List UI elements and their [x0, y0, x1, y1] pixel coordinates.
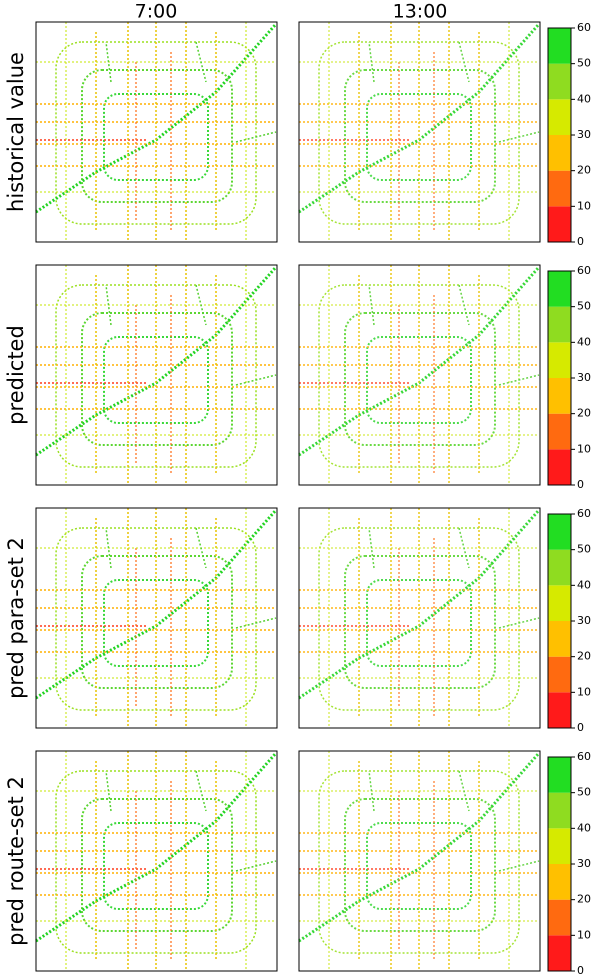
road-network	[34, 20, 278, 244]
colorbar-bin	[548, 899, 571, 936]
tick-label: 50	[577, 300, 591, 313]
row-label: pred para-set 2	[4, 537, 28, 699]
map-panel	[297, 263, 541, 487]
tick-label: 20	[577, 893, 591, 906]
map-panel	[34, 20, 278, 244]
colorbar-bin	[548, 656, 571, 693]
tick-label: 60	[577, 264, 591, 277]
tick-label: 10	[577, 685, 591, 698]
colorbar-bin	[548, 135, 571, 171]
tick-label: 50	[577, 786, 591, 799]
tick-label: 60	[577, 507, 591, 520]
colorbar-bin	[548, 28, 571, 64]
map-panel	[297, 506, 541, 730]
tick-label: 30	[577, 614, 591, 627]
column-title: 13:00	[393, 1, 448, 23]
tick-label: 0	[577, 478, 584, 491]
tick-label: 40	[577, 821, 591, 834]
row-label: predicted	[4, 325, 28, 425]
map-panel	[34, 749, 278, 973]
tick-label: 10	[577, 928, 591, 941]
colorbar-bin	[548, 585, 571, 621]
tick-label: 30	[577, 857, 591, 870]
colorbar-bin	[548, 935, 571, 971]
map-panel	[297, 20, 541, 244]
road-network	[34, 263, 278, 487]
tick-label: 30	[577, 371, 591, 384]
colorbar-bin	[548, 206, 571, 242]
panel-frame	[35, 21, 278, 243]
tick-label: 30	[577, 128, 591, 141]
colorbar-bin	[548, 514, 571, 550]
colorbar-bin	[548, 549, 571, 586]
colorbar-bin	[548, 378, 571, 414]
colorbar-bin	[548, 449, 571, 485]
road-network	[297, 506, 541, 730]
tick-label: 0	[577, 721, 584, 734]
panel-frame	[298, 750, 541, 972]
tick-label: 50	[577, 543, 591, 556]
colorbar-bin	[548, 692, 571, 728]
column-title: 7:00	[135, 1, 178, 23]
panel-frame	[298, 507, 541, 729]
colorbar-bin	[548, 99, 571, 135]
colorbar-bin	[548, 306, 571, 343]
colorbar-bin	[548, 170, 571, 207]
tick-label: 20	[577, 650, 591, 663]
colorbar-bin	[548, 271, 571, 307]
colorbar-bin	[548, 757, 571, 793]
tick-label: 0	[577, 964, 584, 976]
panel-frame	[35, 264, 278, 486]
tick-label: 60	[577, 750, 591, 763]
map-panel	[34, 263, 278, 487]
tick-label: 10	[577, 199, 591, 212]
tick-label: 10	[577, 442, 591, 455]
tick-label: 40	[577, 92, 591, 105]
tick-label: 20	[577, 407, 591, 420]
colorbar-bin	[548, 621, 571, 657]
map-panel	[297, 749, 541, 973]
colorbar-bin	[548, 864, 571, 900]
tick-label: 50	[577, 57, 591, 70]
colorbar-bin	[548, 413, 571, 450]
panel-frame	[298, 21, 541, 243]
tick-label: 60	[577, 21, 591, 34]
colorbar-bin	[548, 342, 571, 378]
map-panel	[34, 506, 278, 730]
tick-label: 0	[577, 235, 584, 248]
panel-frame	[35, 750, 278, 972]
colorbar-bin	[548, 63, 571, 100]
road-network	[297, 263, 541, 487]
road-network	[297, 749, 541, 973]
road-network	[34, 749, 278, 973]
tick-label: 40	[577, 578, 591, 591]
road-network	[34, 506, 278, 730]
road-network	[297, 20, 541, 244]
panel-frame	[298, 264, 541, 486]
colorbar-bin	[548, 828, 571, 864]
panel-frame	[35, 507, 278, 729]
tick-label: 40	[577, 335, 591, 348]
row-label: historical value	[4, 52, 28, 212]
tick-label: 20	[577, 164, 591, 177]
colorbar-bin	[548, 792, 571, 829]
row-label: pred route-set 2	[4, 776, 28, 946]
